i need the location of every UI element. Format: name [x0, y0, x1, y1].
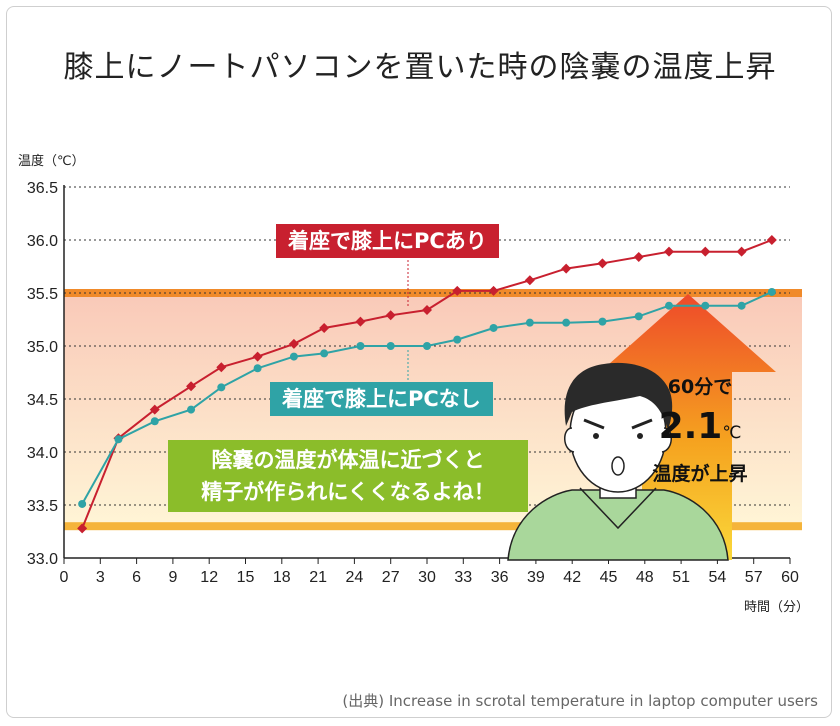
with-pc-label: 着座で膝上にPCあり	[276, 224, 499, 258]
without-pc-point	[253, 364, 262, 373]
without-pc-point	[737, 301, 746, 310]
person-eye-right	[637, 433, 643, 439]
y-tick-label: 34.5	[27, 392, 58, 409]
with-pc-point	[452, 285, 463, 296]
person-ear-left	[564, 427, 575, 453]
without-pc-point	[217, 383, 226, 392]
person-ear-right	[661, 427, 672, 453]
person-hair	[564, 362, 673, 430]
rise-line-3: 温度が上昇	[652, 463, 748, 485]
without-pc-point	[598, 317, 607, 326]
with-pc-point	[633, 251, 644, 262]
message-line-1: 陰嚢の温度が体温に近づくと	[211, 448, 485, 472]
with-pc-point	[149, 404, 160, 415]
x-tick-label: 0	[60, 569, 69, 586]
with-pc-point	[700, 246, 711, 257]
without-pc-point	[150, 417, 159, 426]
without-pc-point	[701, 301, 710, 310]
with-pc-point	[216, 362, 227, 373]
reference-line-upper	[64, 289, 802, 297]
person-eye-left	[593, 433, 599, 439]
y-tick-label: 36.5	[27, 180, 58, 197]
without-pc-point	[320, 349, 329, 358]
with-pc-point	[252, 351, 263, 362]
chart-title: 膝上にノートパソコンを置いた時の陰嚢の温度上昇	[63, 50, 777, 85]
without-pc-label: 着座で膝上にPCなし	[270, 382, 493, 416]
without-pc-point	[386, 342, 395, 350]
person-mouth	[611, 456, 625, 476]
x-tick-label: 27	[382, 569, 400, 586]
x-tick-label: 36	[491, 569, 509, 586]
without-pc-point	[525, 318, 534, 327]
x-tick-label: 57	[745, 569, 763, 586]
without-pc-point	[78, 499, 87, 508]
x-tick-label: 24	[346, 569, 364, 586]
with-pc-point	[561, 263, 572, 274]
without-pc-point	[767, 287, 776, 296]
source-citation: (出典) Increase in scrotal temperature in …	[342, 692, 818, 710]
x-tick-label: 48	[636, 569, 654, 586]
without-pc-point	[634, 312, 643, 321]
with-pc-point	[736, 246, 747, 257]
y-tick-label: 35.0	[27, 339, 58, 356]
with-pc-point	[355, 316, 366, 327]
with-pc-point	[488, 285, 499, 296]
without-pc-point	[114, 435, 123, 444]
x-tick-label: 12	[200, 569, 218, 586]
y-axis-label: 温度（℃）	[18, 154, 85, 169]
without-pc-point	[356, 342, 365, 350]
x-tick-label: 6	[132, 569, 141, 586]
x-axis-label: 時間（分）	[744, 600, 810, 615]
y-tick-label: 36.0	[27, 233, 58, 250]
person-collar	[579, 487, 657, 530]
x-tick-label: 30	[418, 569, 436, 586]
x-tick-label: 60	[781, 569, 799, 586]
with-pc-point	[319, 322, 330, 333]
y-tick-label: 33.0	[27, 551, 58, 568]
x-tick-label: 33	[454, 569, 472, 586]
with-pc-point	[385, 310, 396, 321]
x-tick-label: 21	[309, 569, 327, 586]
without-pc-point	[489, 323, 498, 332]
without-pc-point	[423, 342, 431, 350]
with-pc-point	[766, 235, 777, 245]
y-tick-label: 33.5	[27, 498, 58, 515]
x-tick-label: 15	[237, 569, 255, 586]
x-tick-label: 9	[168, 569, 177, 586]
reference-line-lower	[64, 522, 802, 531]
with-pc-point	[186, 381, 197, 392]
without-pc-point	[187, 405, 196, 414]
x-tick-label: 3	[96, 569, 105, 586]
y-tick-label: 34.0	[27, 445, 58, 462]
x-tick-label: 18	[273, 569, 291, 586]
with-pc-point	[422, 304, 432, 315]
message-callout: 陰嚢の温度が体温に近づくと 精子が作られにくくなるよね！	[168, 440, 528, 512]
without-pc-point	[453, 335, 462, 344]
with-pc-point	[288, 338, 299, 349]
x-tick-label: 51	[672, 569, 690, 586]
rise-value-line: 2.1℃	[640, 407, 760, 453]
x-tick-label: 45	[600, 569, 618, 586]
with-pc-point	[77, 523, 88, 534]
with-pc-point	[664, 246, 674, 257]
rise-annotation: 60分で 2.1℃ 温度が上昇	[640, 372, 760, 486]
rise-unit: ℃	[722, 423, 742, 443]
x-tick-label: 42	[563, 569, 581, 586]
without-pc-point	[665, 301, 673, 310]
without-pc-point	[562, 318, 571, 327]
person-shirt	[507, 489, 729, 561]
with-pc-point	[524, 275, 535, 286]
with-pc-point	[597, 258, 608, 269]
without-pc-point	[289, 352, 298, 361]
rise-value: 2.1	[658, 406, 723, 447]
x-tick-label: 54	[709, 569, 727, 586]
message-line-2: 精子が作られにくくなるよね！	[201, 480, 495, 504]
y-tick-label: 35.5	[27, 286, 58, 303]
x-tick-label: 39	[527, 569, 545, 586]
rise-line-1: 60分で	[667, 376, 733, 398]
person-brows	[583, 418, 653, 430]
